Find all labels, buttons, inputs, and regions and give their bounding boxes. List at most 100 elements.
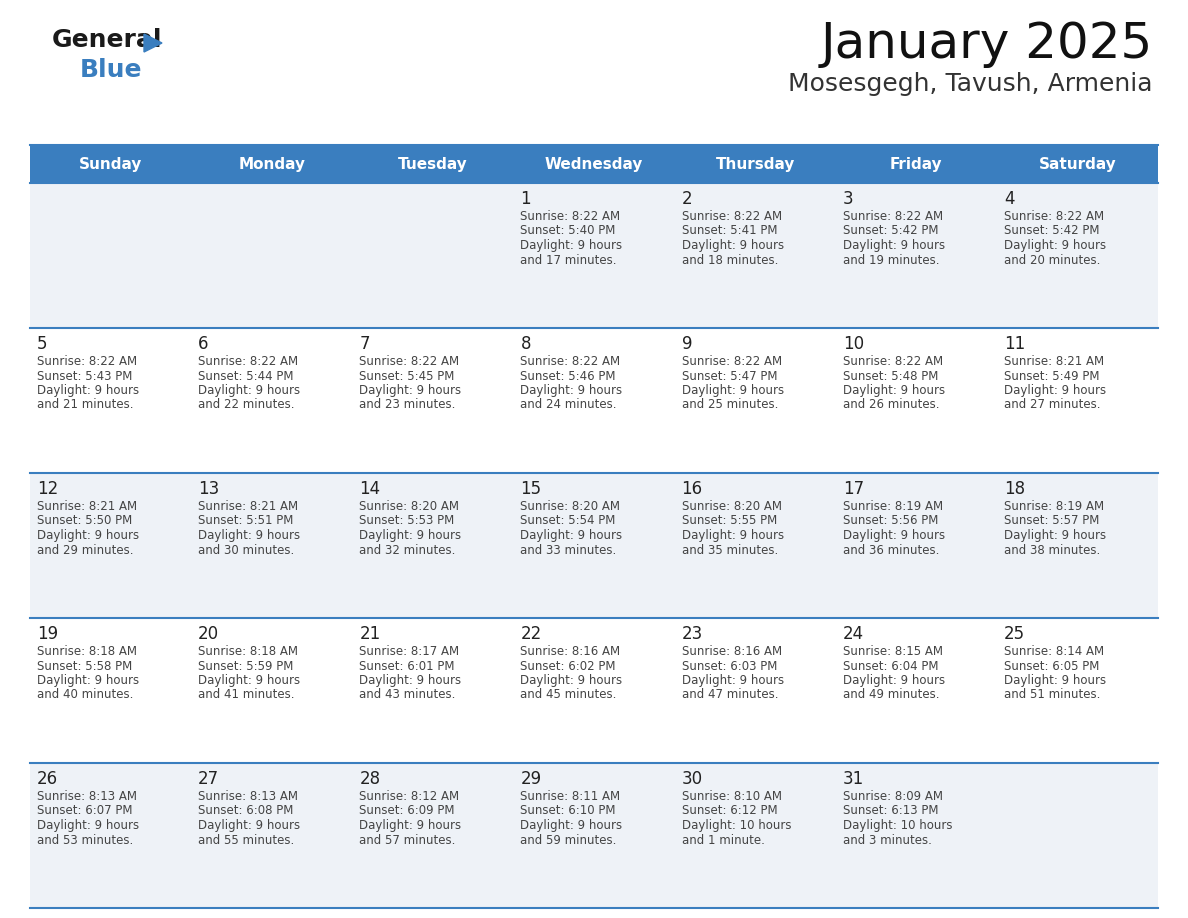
Text: Sunset: 5:42 PM: Sunset: 5:42 PM (842, 225, 939, 238)
Text: Monday: Monday (239, 156, 305, 172)
Text: Sunset: 5:54 PM: Sunset: 5:54 PM (520, 514, 615, 528)
Text: 18: 18 (1004, 480, 1025, 498)
Text: 21: 21 (359, 625, 380, 643)
Text: Sunrise: 8:22 AM: Sunrise: 8:22 AM (842, 355, 943, 368)
Text: 30: 30 (682, 770, 702, 788)
Text: Daylight: 9 hours: Daylight: 9 hours (198, 819, 301, 832)
Text: 24: 24 (842, 625, 864, 643)
Text: Sunrise: 8:20 AM: Sunrise: 8:20 AM (682, 500, 782, 513)
Text: 28: 28 (359, 770, 380, 788)
Text: Daylight: 9 hours: Daylight: 9 hours (520, 239, 623, 252)
Text: and 40 minutes.: and 40 minutes. (37, 688, 133, 701)
Text: Sunset: 5:55 PM: Sunset: 5:55 PM (682, 514, 777, 528)
Text: and 32 minutes.: and 32 minutes. (359, 543, 456, 556)
Text: Sunset: 5:51 PM: Sunset: 5:51 PM (198, 514, 293, 528)
Text: Sunrise: 8:21 AM: Sunrise: 8:21 AM (37, 500, 137, 513)
Text: and 53 minutes.: and 53 minutes. (37, 834, 133, 846)
Text: Sunset: 5:42 PM: Sunset: 5:42 PM (1004, 225, 1099, 238)
Text: Daylight: 9 hours: Daylight: 9 hours (520, 384, 623, 397)
Text: 16: 16 (682, 480, 702, 498)
Text: Thursday: Thursday (715, 156, 795, 172)
Text: Mosesgegh, Tavush, Armenia: Mosesgegh, Tavush, Armenia (789, 72, 1154, 96)
Text: 4: 4 (1004, 190, 1015, 208)
Text: General: General (52, 28, 163, 52)
Text: Sunset: 5:48 PM: Sunset: 5:48 PM (842, 370, 939, 383)
Text: and 23 minutes.: and 23 minutes. (359, 398, 456, 411)
Text: January 2025: January 2025 (821, 20, 1154, 68)
Text: and 49 minutes.: and 49 minutes. (842, 688, 940, 701)
Text: 9: 9 (682, 335, 693, 353)
Text: Saturday: Saturday (1038, 156, 1117, 172)
Text: Sunset: 5:45 PM: Sunset: 5:45 PM (359, 370, 455, 383)
Text: Sunrise: 8:12 AM: Sunrise: 8:12 AM (359, 790, 460, 803)
Text: Sunrise: 8:16 AM: Sunrise: 8:16 AM (520, 645, 620, 658)
Text: and 47 minutes.: and 47 minutes. (682, 688, 778, 701)
Text: Sunset: 5:58 PM: Sunset: 5:58 PM (37, 659, 132, 673)
Text: Sunset: 5:49 PM: Sunset: 5:49 PM (1004, 370, 1099, 383)
Text: Sunset: 6:09 PM: Sunset: 6:09 PM (359, 804, 455, 818)
Text: and 55 minutes.: and 55 minutes. (198, 834, 295, 846)
Text: 22: 22 (520, 625, 542, 643)
Text: Sunset: 6:13 PM: Sunset: 6:13 PM (842, 804, 939, 818)
Text: and 38 minutes.: and 38 minutes. (1004, 543, 1100, 556)
Text: and 45 minutes.: and 45 minutes. (520, 688, 617, 701)
Text: Sunset: 5:43 PM: Sunset: 5:43 PM (37, 370, 132, 383)
Text: Sunrise: 8:22 AM: Sunrise: 8:22 AM (520, 355, 620, 368)
Text: Sunset: 6:08 PM: Sunset: 6:08 PM (198, 804, 293, 818)
Text: Daylight: 9 hours: Daylight: 9 hours (682, 384, 784, 397)
Text: Sunrise: 8:22 AM: Sunrise: 8:22 AM (842, 210, 943, 223)
Text: Sunset: 5:50 PM: Sunset: 5:50 PM (37, 514, 132, 528)
Text: Sunrise: 8:11 AM: Sunrise: 8:11 AM (520, 790, 620, 803)
Text: Daylight: 9 hours: Daylight: 9 hours (520, 819, 623, 832)
Text: 15: 15 (520, 480, 542, 498)
Text: Sunrise: 8:13 AM: Sunrise: 8:13 AM (198, 790, 298, 803)
Text: Daylight: 9 hours: Daylight: 9 hours (359, 529, 461, 542)
Text: 19: 19 (37, 625, 58, 643)
Text: Sunset: 5:47 PM: Sunset: 5:47 PM (682, 370, 777, 383)
Text: Sunrise: 8:22 AM: Sunrise: 8:22 AM (359, 355, 460, 368)
Text: 5: 5 (37, 335, 48, 353)
Text: Daylight: 9 hours: Daylight: 9 hours (37, 674, 139, 687)
Text: Daylight: 9 hours: Daylight: 9 hours (682, 674, 784, 687)
Text: and 22 minutes.: and 22 minutes. (198, 398, 295, 411)
Text: Daylight: 9 hours: Daylight: 9 hours (37, 819, 139, 832)
Bar (30, 145, 1158, 183)
Text: Sunrise: 8:18 AM: Sunrise: 8:18 AM (37, 645, 137, 658)
Text: 26: 26 (37, 770, 58, 788)
Text: 7: 7 (359, 335, 369, 353)
Text: Daylight: 9 hours: Daylight: 9 hours (198, 384, 301, 397)
Text: Tuesday: Tuesday (398, 156, 468, 172)
Text: Sunset: 6:02 PM: Sunset: 6:02 PM (520, 659, 615, 673)
Text: 23: 23 (682, 625, 703, 643)
Text: Daylight: 10 hours: Daylight: 10 hours (682, 819, 791, 832)
Text: Sunrise: 8:19 AM: Sunrise: 8:19 AM (842, 500, 943, 513)
Text: and 35 minutes.: and 35 minutes. (682, 543, 778, 556)
Text: Wednesday: Wednesday (545, 156, 643, 172)
Text: Sunrise: 8:19 AM: Sunrise: 8:19 AM (1004, 500, 1104, 513)
Text: Daylight: 9 hours: Daylight: 9 hours (520, 529, 623, 542)
Bar (30, 473, 1158, 618)
Text: Daylight: 9 hours: Daylight: 9 hours (520, 674, 623, 687)
Text: 6: 6 (198, 335, 209, 353)
Text: 11: 11 (1004, 335, 1025, 353)
Text: 20: 20 (198, 625, 220, 643)
Text: Daylight: 9 hours: Daylight: 9 hours (359, 674, 461, 687)
Text: 14: 14 (359, 480, 380, 498)
Text: Sunset: 6:12 PM: Sunset: 6:12 PM (682, 804, 777, 818)
Text: Sunrise: 8:18 AM: Sunrise: 8:18 AM (198, 645, 298, 658)
Text: Daylight: 9 hours: Daylight: 9 hours (1004, 384, 1106, 397)
Text: Daylight: 10 hours: Daylight: 10 hours (842, 819, 953, 832)
Text: 27: 27 (198, 770, 220, 788)
Text: Sunrise: 8:13 AM: Sunrise: 8:13 AM (37, 790, 137, 803)
Text: Daylight: 9 hours: Daylight: 9 hours (1004, 529, 1106, 542)
Text: Sunrise: 8:22 AM: Sunrise: 8:22 AM (682, 355, 782, 368)
Text: Daylight: 9 hours: Daylight: 9 hours (37, 384, 139, 397)
Text: and 29 minutes.: and 29 minutes. (37, 543, 133, 556)
Text: Daylight: 9 hours: Daylight: 9 hours (1004, 674, 1106, 687)
Text: and 25 minutes.: and 25 minutes. (682, 398, 778, 411)
Text: Sunday: Sunday (78, 156, 143, 172)
Text: 13: 13 (198, 480, 220, 498)
Text: Friday: Friday (890, 156, 942, 172)
Text: Sunset: 6:01 PM: Sunset: 6:01 PM (359, 659, 455, 673)
Text: Daylight: 9 hours: Daylight: 9 hours (682, 529, 784, 542)
